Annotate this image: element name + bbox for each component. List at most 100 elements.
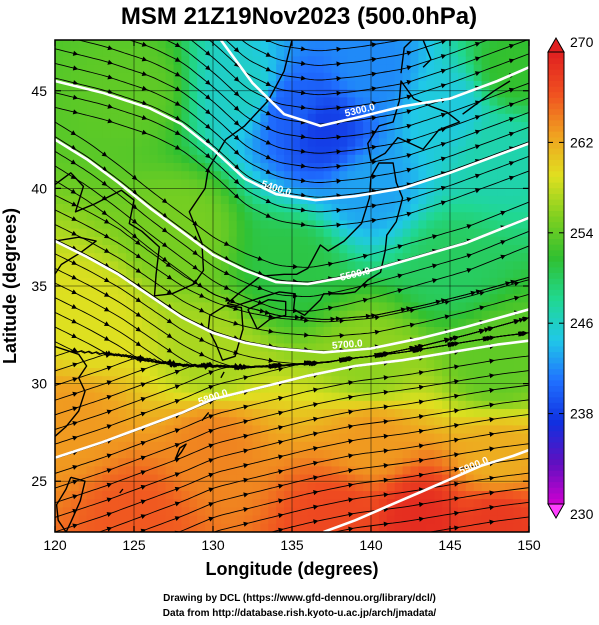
heat-cell: [299, 499, 309, 509]
colorbar-band: [548, 142, 564, 149]
heat-cell: [355, 515, 364, 525]
streamline-arrowhead: [208, 487, 214, 493]
heat-cell: [181, 294, 191, 304]
heat-cell: [450, 368, 459, 377]
heat-cell: [134, 81, 143, 90]
heat-cell: [505, 302, 514, 312]
heat-cell: [197, 195, 206, 205]
heat-cell: [276, 56, 285, 66]
heat-cell: [173, 163, 183, 172]
heat-cell: [386, 523, 396, 532]
heat-cell: [236, 499, 246, 509]
heat-cell: [315, 523, 325, 532]
heat-cell: [236, 122, 246, 131]
heat-cell: [386, 392, 396, 402]
heat-cell: [252, 212, 262, 222]
heat-cell: [315, 425, 325, 435]
heat-cell: [481, 359, 491, 369]
heat-cell: [94, 318, 104, 328]
streamline-arrowhead: [418, 472, 425, 478]
heat-cell: [197, 171, 206, 181]
streamline-arrowhead: [199, 351, 205, 357]
heat-cell: [434, 294, 443, 304]
heat-cell: [252, 97, 262, 107]
heat-cell: [70, 220, 80, 230]
heat-cell: [118, 105, 127, 115]
colorbar-band: [548, 396, 564, 403]
heat-cell: [418, 245, 428, 254]
streamline-arrowhead: [278, 483, 284, 489]
heat-cell: [260, 56, 270, 66]
heat-cell: [386, 466, 396, 476]
streamline-arrowhead: [174, 486, 181, 492]
heat-cell: [126, 417, 135, 427]
heat-cell: [473, 105, 483, 115]
heat-cell: [197, 392, 206, 402]
heat-cell: [110, 81, 119, 90]
heat-cell: [292, 236, 301, 246]
heat-cell: [457, 491, 467, 500]
heat-cell: [347, 417, 356, 427]
heat-cell: [78, 56, 88, 66]
heat-cell: [173, 515, 183, 525]
heat-cell: [292, 376, 301, 386]
heat-cell: [315, 302, 325, 312]
heat-cell: [505, 48, 514, 58]
heat-cell: [402, 335, 412, 345]
streamline-arrowhead: [418, 458, 425, 464]
heat-cell: [134, 409, 143, 418]
heat-cell: [118, 138, 127, 148]
heat-cell: [141, 523, 151, 532]
heat-cell: [394, 113, 404, 123]
heat-cell: [284, 187, 293, 197]
streamline: [208, 40, 529, 96]
heat-cell: [481, 433, 491, 443]
heat-cell: [228, 212, 238, 222]
heat-cell: [481, 368, 491, 377]
heat-cell: [165, 466, 175, 476]
heat-cell: [126, 40, 135, 49]
heat-cell: [339, 48, 349, 58]
heat-cell: [141, 450, 151, 459]
heat-cell: [426, 72, 435, 82]
heat-cell: [220, 138, 230, 148]
heat-cell: [410, 64, 420, 74]
heat-cell: [505, 195, 514, 205]
heat-cell: [363, 220, 372, 230]
streamline-arrowhead: [292, 308, 298, 314]
heat-cell: [402, 515, 412, 525]
heat-cell: [276, 204, 285, 213]
heat-cell: [418, 122, 428, 131]
heat-cell: [418, 376, 428, 386]
heat-cell: [315, 269, 325, 279]
heat-cell: [197, 113, 206, 123]
streamline-arrowhead: [348, 482, 354, 488]
heat-cell: [94, 97, 104, 107]
heat-cell: [276, 433, 285, 443]
heat-cell: [228, 64, 238, 74]
heat-cell: [299, 48, 309, 58]
heat-cell: [70, 269, 80, 279]
heat-cell: [86, 130, 96, 140]
streamline-arrowhead: [71, 289, 77, 295]
heat-cell: [347, 105, 356, 115]
streamline-arrowhead: [70, 144, 77, 150]
heat-cell: [371, 515, 380, 525]
heat-cell: [347, 261, 356, 271]
heat-cell: [489, 466, 499, 476]
heat-cell: [505, 253, 514, 263]
heat-cell: [189, 286, 198, 295]
heat-cell: [244, 359, 254, 369]
heat-cell: [489, 122, 499, 131]
heat-cell: [70, 286, 80, 295]
heat-cell: [149, 409, 159, 418]
heat-cell: [165, 310, 175, 320]
streamline-arrowhead: [141, 41, 148, 47]
heat-cell: [410, 105, 420, 115]
heat-cell: [497, 261, 507, 271]
heat-cell: [513, 327, 522, 336]
heat-cell: [118, 474, 127, 484]
colorbar-band: [548, 374, 564, 381]
heat-cell: [292, 351, 301, 361]
heat-cell: [434, 204, 443, 213]
